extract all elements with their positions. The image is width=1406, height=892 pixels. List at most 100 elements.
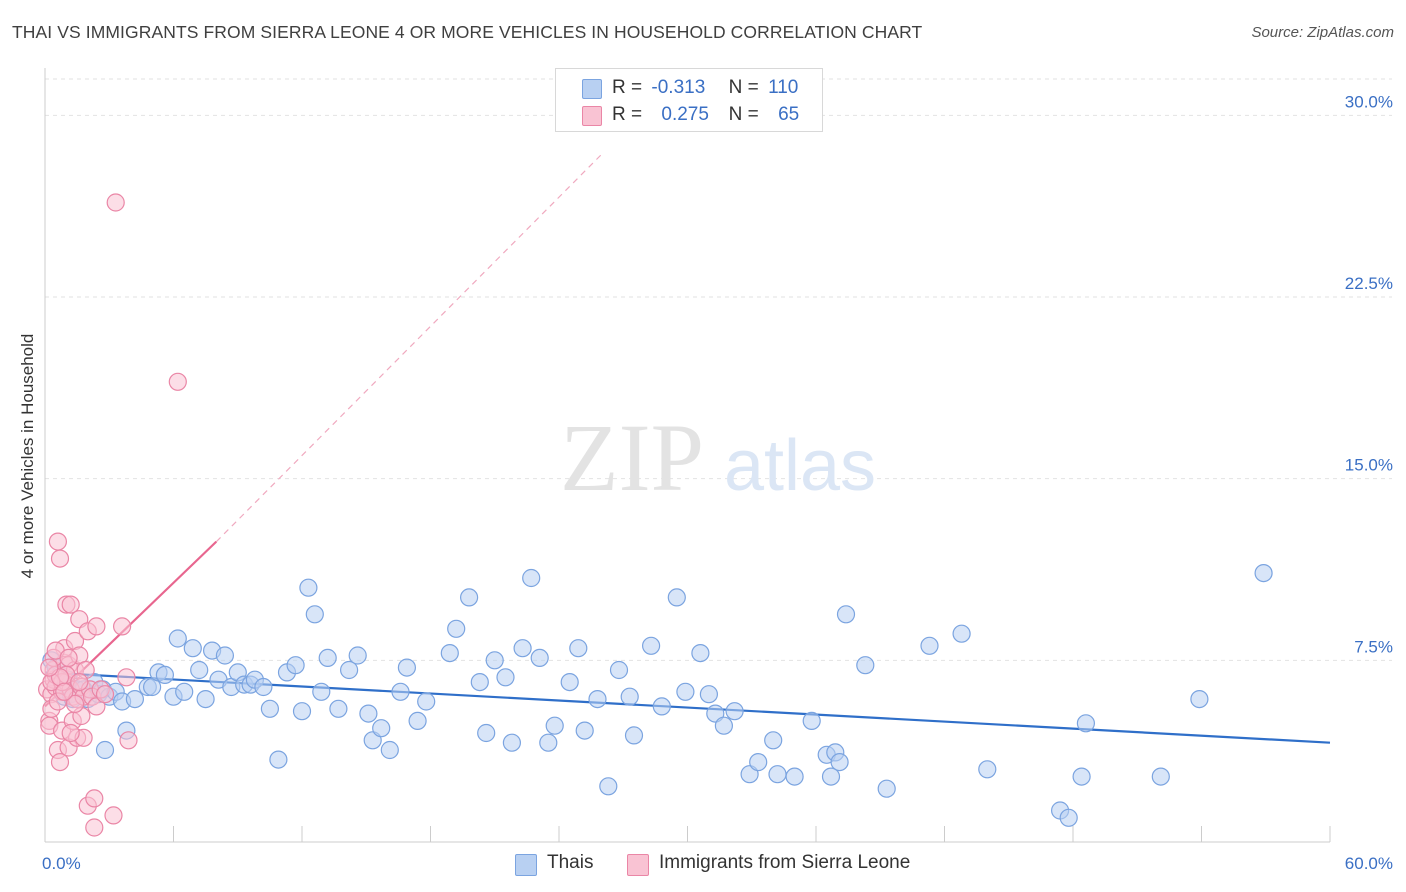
n-value: 65 — [778, 104, 800, 125]
data-point — [380, 740, 399, 760]
r-label: R = — [612, 77, 643, 98]
data-point — [397, 658, 416, 677]
trend-extension-sierra-leone — [215, 153, 603, 543]
data-point — [530, 648, 549, 668]
data-point — [1076, 714, 1096, 733]
data-point — [539, 733, 558, 752]
data-point — [168, 372, 187, 391]
data-point — [117, 668, 136, 687]
data-point — [112, 617, 132, 636]
data-point — [502, 733, 521, 752]
data-point — [95, 740, 115, 760]
data-point — [87, 617, 106, 636]
series-sierra-leone — [37, 193, 187, 837]
data-point — [305, 605, 324, 624]
data-point — [1254, 563, 1273, 583]
bottom-legend-label-sierra-leone: Immigrants from Sierra Leone — [659, 852, 911, 873]
data-point — [477, 723, 496, 743]
data-point — [196, 689, 215, 709]
data-point — [104, 806, 123, 825]
data-point — [699, 685, 719, 704]
source-credit: Source: ZipAtlas.com — [1251, 24, 1394, 41]
data-point — [292, 702, 312, 721]
data-point — [513, 639, 532, 658]
watermark: ZIP atlas — [560, 404, 876, 511]
y-tick-label: 15.0% — [1345, 456, 1393, 475]
data-point — [714, 716, 734, 735]
x-tick-label: 0.0% — [42, 854, 81, 873]
data-point — [496, 668, 515, 687]
data-point — [299, 578, 318, 597]
chart-title: THAI VS IMMIGRANTS FROM SIERRA LEONE 4 O… — [12, 22, 923, 42]
data-point — [254, 677, 273, 697]
data-point — [676, 682, 695, 701]
data-point — [65, 694, 85, 714]
data-point — [545, 716, 564, 735]
data-point — [70, 672, 89, 692]
data-point — [391, 682, 410, 701]
bottom-legend-swatch-sierra-leone — [627, 854, 649, 876]
data-point — [768, 765, 787, 784]
data-point — [119, 731, 138, 750]
data-point — [522, 568, 541, 588]
data-point — [125, 689, 144, 709]
data-point — [61, 723, 80, 743]
data-point — [575, 721, 594, 740]
data-point — [85, 789, 104, 808]
legend-swatch-thais — [582, 79, 602, 99]
bottom-legend-swatch-thais — [515, 854, 537, 876]
r-value: 0.275 — [661, 104, 709, 125]
watermark-zip: ZIP — [560, 404, 704, 511]
data-point — [624, 726, 644, 745]
data-point — [59, 648, 78, 668]
data-point — [48, 532, 68, 551]
data-point — [348, 646, 367, 665]
data-point — [785, 767, 804, 786]
data-point — [620, 687, 639, 706]
data-point — [329, 699, 348, 718]
n-label: N = — [728, 104, 759, 125]
data-point — [821, 767, 841, 786]
y-axis-title: 4 or more Vehicles in Household — [18, 333, 37, 579]
data-point — [652, 697, 671, 716]
data-point — [447, 619, 466, 638]
legend-stats-sierra-leone: R = 0.275 N = 65 — [612, 104, 799, 126]
data-point — [560, 672, 579, 692]
data-point — [1059, 808, 1078, 827]
data-point — [50, 752, 70, 772]
legend-stats-thais: R = -0.313 N = 110 — [612, 77, 798, 99]
n-value: 110 — [768, 77, 799, 98]
data-point — [460, 588, 479, 607]
grid-lines — [45, 78, 1392, 661]
x-tick-label: 60.0% — [1345, 854, 1393, 873]
data-point — [183, 639, 202, 658]
data-point — [155, 665, 174, 685]
data-point — [269, 750, 288, 769]
data-point — [952, 624, 971, 643]
y-tick-label: 7.5% — [1354, 637, 1393, 656]
data-point — [1151, 767, 1170, 786]
data-point — [470, 672, 489, 692]
data-point — [286, 656, 305, 675]
y-tick-label: 22.5% — [1345, 274, 1393, 293]
data-point — [1190, 689, 1209, 709]
data-point — [372, 719, 391, 738]
data-point — [318, 648, 337, 668]
tick-labels: 7.5% 15.0% 22.5% 30.0% 0.0% 60.0% — [42, 92, 1393, 873]
data-point — [856, 656, 875, 675]
data-point — [691, 643, 710, 663]
data-point — [667, 588, 686, 607]
data-point — [359, 704, 378, 723]
data-point — [61, 595, 80, 614]
data-point — [215, 646, 234, 665]
data-point — [725, 702, 744, 721]
data-point — [95, 685, 115, 704]
data-point — [190, 660, 209, 680]
data-points — [37, 193, 1273, 837]
data-point — [764, 731, 783, 750]
data-point — [168, 629, 187, 648]
data-point — [569, 639, 588, 658]
data-point — [749, 752, 768, 772]
data-point — [830, 752, 849, 772]
